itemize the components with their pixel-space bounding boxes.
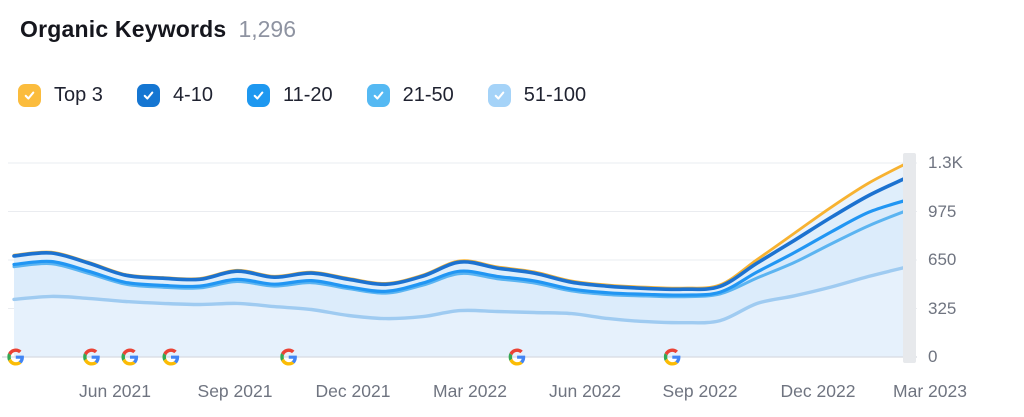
y-axis-tick-label: 1.3K: [928, 153, 963, 172]
y-axis-tick-label: 975: [928, 201, 957, 221]
checkbox-checked-icon[interactable]: [366, 84, 390, 107]
y-axis-tick-label: 325: [928, 298, 957, 318]
checkbox-checked-icon[interactable]: [487, 84, 511, 107]
legend-label-21-50: 21-50: [402, 84, 454, 106]
y-axis-tick-label: 650: [928, 250, 957, 269]
legend-item-21-50[interactable]: 21-50: [366, 84, 454, 107]
series-line-4-10: [12, 176, 908, 292]
series-line-21-50: [12, 209, 908, 299]
legend-label-4-10: 4-10: [172, 84, 213, 106]
legend-label-top-3: Top 3: [54, 84, 103, 106]
x-axis-tick-label: Sep 2021: [197, 381, 273, 401]
organic-keywords-trend-chart[interactable]: [0, 145, 1024, 417]
x-axis-tick-label: Jun 2021: [78, 381, 152, 401]
google-update-markers: [2, 348, 917, 366]
legend-item-51-100[interactable]: 51-100: [487, 84, 587, 107]
checkbox-checked-icon[interactable]: [136, 84, 160, 107]
x-axis-tick-label: Mar 2023: [893, 381, 967, 401]
series-line-51-100: [12, 265, 908, 325]
legend-item-top-3[interactable]: Top 3: [18, 84, 103, 107]
position-range-legend: Top 3 4-10 11-20 21-50 51-100: [18, 84, 586, 107]
x-axis-tick-label: Dec 2021: [315, 381, 391, 401]
checkbox-checked-icon[interactable]: [18, 84, 41, 107]
series-lines: [12, 162, 908, 325]
legend-label-11-20: 11-20: [282, 84, 333, 106]
page-title: Organic Keywords: [20, 16, 227, 42]
chart-scroll-handle[interactable]: [903, 153, 916, 363]
x-axis-tick-label: Sep 2022: [662, 381, 738, 401]
stacked-areas: [14, 163, 906, 357]
y-axis-tick-label: 0: [928, 347, 938, 366]
x-axis-tick-label: Jun 2022: [548, 381, 622, 401]
legend-item-4-10[interactable]: 4-10: [136, 84, 213, 107]
widget-header: Organic Keywords 1,296: [20, 16, 296, 43]
checkbox-checked-icon[interactable]: [246, 84, 270, 107]
keywords-total-count: 1,296: [238, 16, 296, 42]
x-axis-tick-label: Dec 2022: [780, 381, 856, 401]
series-line-11-20: [12, 198, 908, 297]
legend-label-51-100: 51-100: [523, 84, 587, 106]
legend-item-11-20[interactable]: 11-20: [246, 84, 333, 107]
x-axis-tick-label: Mar 2022: [433, 381, 507, 401]
